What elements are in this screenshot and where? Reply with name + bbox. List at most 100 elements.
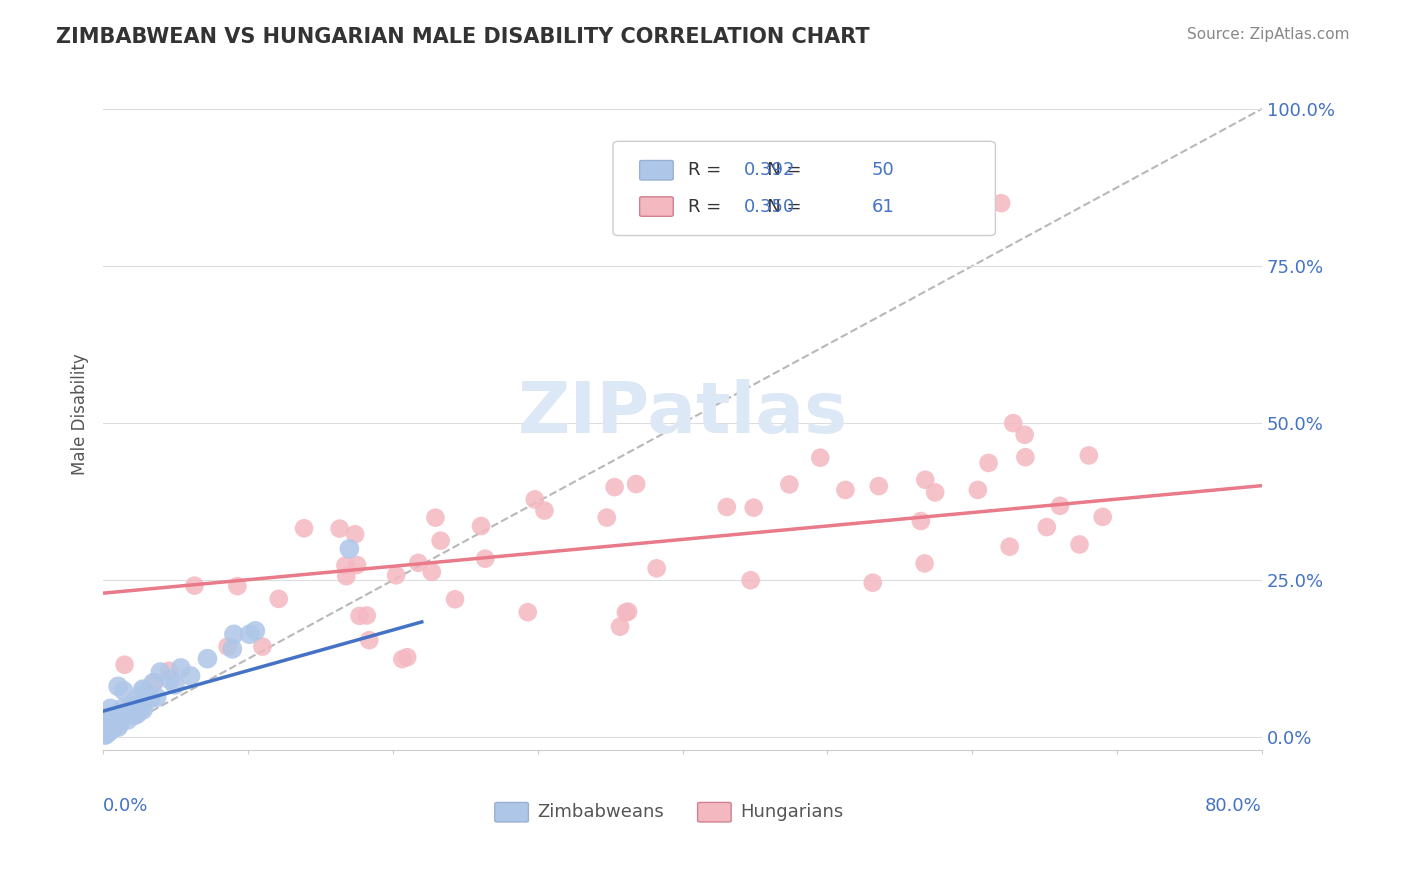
Point [132, 682, 155, 697]
Point [112, 683, 135, 698]
Text: R =        N =: R = N = [689, 197, 820, 216]
Point [1091, 509, 1114, 524]
Point [603, 480, 626, 494]
Point [107, 679, 129, 693]
Point [624, 477, 647, 491]
Point [101, 717, 124, 731]
Point [533, 503, 555, 517]
Point [94, 728, 117, 742]
Point [197, 651, 219, 665]
Point [1014, 427, 1036, 442]
Point [124, 708, 146, 723]
Point [134, 689, 156, 703]
Point [180, 669, 202, 683]
Point [131, 699, 153, 714]
Point [614, 606, 637, 620]
Point [337, 541, 360, 556]
Point [385, 568, 408, 582]
Point [124, 693, 146, 707]
FancyBboxPatch shape [640, 197, 673, 217]
Point [98, 723, 121, 738]
Point [391, 652, 413, 666]
Point [1069, 537, 1091, 551]
Point [163, 678, 186, 692]
Point [910, 514, 932, 528]
Point [118, 701, 141, 715]
Point [292, 521, 315, 535]
Y-axis label: Male Disability: Male Disability [72, 353, 89, 475]
Point [101, 710, 124, 724]
Point [1049, 499, 1071, 513]
Point [335, 569, 357, 583]
Point [183, 579, 205, 593]
Point [914, 473, 936, 487]
Point [94, 724, 117, 739]
Point [111, 701, 134, 715]
Point [108, 707, 131, 722]
Point [222, 627, 245, 641]
Point [142, 675, 165, 690]
Point [124, 703, 146, 717]
Point [808, 450, 831, 465]
Point [778, 477, 800, 491]
Text: 50: 50 [872, 161, 894, 179]
Point [252, 640, 274, 654]
Point [862, 575, 884, 590]
Point [108, 718, 131, 732]
Point [149, 665, 172, 679]
Point [470, 519, 492, 533]
Point [617, 605, 640, 619]
Text: ZIPatlas: ZIPatlas [517, 379, 848, 448]
Point [990, 196, 1012, 211]
Point [93, 715, 115, 730]
Point [329, 522, 352, 536]
Text: 61: 61 [872, 197, 894, 216]
Point [1036, 520, 1059, 534]
FancyBboxPatch shape [640, 161, 673, 180]
Point [474, 551, 496, 566]
Point [344, 527, 367, 541]
Text: Hungarians: Hungarians [741, 803, 844, 821]
Point [516, 605, 538, 619]
Point [349, 608, 371, 623]
Point [157, 664, 180, 678]
Point [742, 500, 765, 515]
Text: 80.0%: 80.0% [1205, 797, 1263, 815]
Point [868, 479, 890, 493]
Point [100, 701, 122, 715]
Point [609, 620, 631, 634]
Point [103, 719, 125, 733]
Point [998, 540, 1021, 554]
Point [217, 640, 239, 654]
Point [359, 633, 381, 648]
Point [425, 510, 447, 524]
Point [143, 675, 166, 690]
Point [145, 690, 167, 705]
Point [127, 706, 149, 721]
Point [121, 698, 143, 713]
Point [1014, 450, 1036, 465]
Text: 0.0%: 0.0% [103, 797, 149, 815]
Point [408, 556, 430, 570]
Point [429, 533, 451, 548]
Text: 0.392: 0.392 [744, 161, 796, 179]
Point [132, 703, 155, 717]
Point [97, 725, 120, 739]
Point [101, 722, 124, 736]
Text: Zimbabweans: Zimbabweans [537, 803, 665, 821]
Point [740, 573, 762, 587]
Point [966, 483, 988, 497]
Point [924, 485, 946, 500]
Point [170, 661, 193, 675]
Point [1077, 449, 1099, 463]
Point [107, 720, 129, 734]
Point [267, 591, 290, 606]
Point [914, 557, 936, 571]
Point [108, 713, 131, 727]
Point [114, 657, 136, 672]
Point [396, 650, 419, 665]
Point [100, 715, 122, 730]
FancyBboxPatch shape [613, 141, 995, 235]
Point [716, 500, 738, 514]
Point [94, 728, 117, 742]
